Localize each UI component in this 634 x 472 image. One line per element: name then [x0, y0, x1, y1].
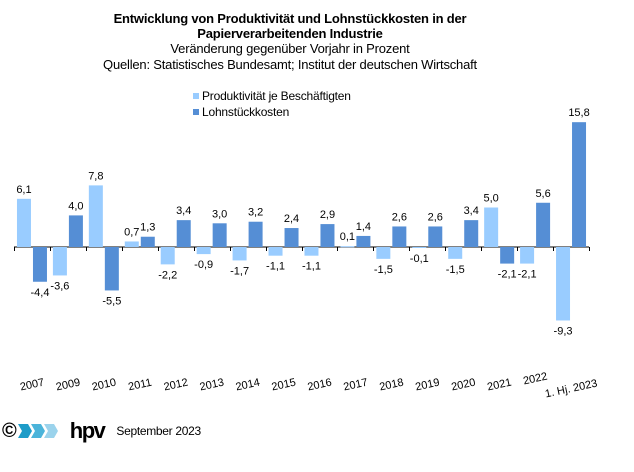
legend-swatch-unit-labour-costs — [193, 109, 199, 115]
bar-unit-labour-costs — [428, 226, 443, 247]
bar-productivity — [556, 247, 571, 321]
data-label-unit-labour-costs: 2,9 — [320, 209, 335, 221]
bar-unit-labour-costs — [176, 220, 191, 247]
bar-unit-labour-costs — [212, 223, 227, 247]
data-label-unit-labour-costs: -5,5 — [102, 295, 121, 307]
legend: Produktivität je Beschäftigten Lohnstück… — [193, 88, 351, 120]
data-label-productivity: -1,5 — [446, 264, 465, 276]
bar-unit-labour-costs — [284, 228, 299, 247]
data-label-productivity: 5,0 — [484, 193, 499, 205]
bar-productivity — [232, 247, 247, 261]
data-label-productivity: -0,9 — [194, 259, 213, 271]
x-tick-label: 2015 — [271, 377, 297, 394]
x-tick-label: 2016 — [306, 377, 332, 394]
legend-label-productivity: Produktivität je Beschäftigten — [202, 89, 351, 103]
chart-title-line2: Papierverarbeitenden Industrie — [197, 26, 383, 41]
bar-unit-labour-costs — [572, 122, 587, 247]
data-label-productivity: -1,5 — [374, 264, 393, 276]
data-label-productivity: -2,2 — [158, 269, 177, 281]
bar-unit-labour-costs — [320, 224, 335, 247]
legend-item-productivity: Produktivität je Beschäftigten — [193, 88, 351, 104]
data-label-productivity: 7,8 — [88, 170, 103, 182]
legend-item-unit-labour-costs: Lohnstückkosten — [193, 104, 351, 120]
bar-unit-labour-costs — [68, 215, 83, 247]
x-tick-label: 1. Hj. 2023 — [544, 378, 599, 401]
data-label-productivity: 0,1 — [340, 231, 355, 243]
bar-unit-labour-costs — [392, 226, 407, 247]
x-tick-label: 2012 — [163, 377, 189, 394]
data-label-productivity: -1,1 — [302, 261, 321, 273]
data-label-productivity: -0,1 — [410, 253, 429, 265]
data-label-productivity: -1,1 — [266, 261, 285, 273]
bar-unit-labour-costs — [500, 247, 515, 264]
data-label-unit-labour-costs: 15,8 — [568, 107, 589, 119]
data-label-unit-labour-costs: -4,4 — [30, 287, 49, 299]
bar-unit-labour-costs — [104, 247, 119, 291]
x-tick-label: 2022 — [522, 371, 548, 388]
x-tick-label: 2018 — [378, 377, 404, 394]
bar-productivity — [16, 198, 31, 247]
bar-productivity — [160, 247, 175, 265]
data-label-productivity: 0,7 — [124, 226, 139, 238]
bar-productivity — [124, 241, 139, 247]
bar-unit-labour-costs — [356, 235, 371, 247]
x-tick-label: 2014 — [235, 377, 261, 394]
legend-swatch-productivity — [193, 93, 199, 99]
bar-productivity — [88, 185, 103, 247]
bar-productivity — [268, 247, 283, 256]
bar-productivity — [484, 207, 499, 247]
data-label-unit-labour-costs: 3,0 — [212, 208, 227, 220]
hpv-chevrons-logo-icon — [17, 424, 58, 438]
footer-date: September 2023 — [116, 424, 201, 438]
bar-productivity — [520, 247, 535, 264]
data-label-unit-labour-costs: 2,6 — [392, 211, 407, 223]
x-tick-label: 2021 — [486, 377, 512, 394]
x-tick-label: 2020 — [450, 377, 476, 394]
x-tick-label: 2007 — [19, 377, 45, 394]
data-label-productivity: 6,1 — [16, 184, 31, 196]
data-label-unit-labour-costs: 4,0 — [68, 200, 83, 212]
data-label-unit-labour-costs: 1,3 — [140, 222, 155, 234]
data-label-unit-labour-costs: 3,2 — [248, 207, 263, 219]
data-label-unit-labour-costs: 2,4 — [284, 213, 299, 225]
x-tick-label: 2011 — [127, 377, 153, 394]
data-label-unit-labour-costs: 1,4 — [356, 221, 371, 233]
bar-unit-labour-costs — [536, 202, 551, 247]
data-label-unit-labour-costs: 3,4 — [176, 205, 191, 217]
footer: © hpv September 2023 — [2, 418, 201, 443]
data-label-unit-labour-costs: 5,6 — [535, 188, 550, 200]
bar-productivity — [340, 246, 355, 248]
data-label-unit-labour-costs: 3,4 — [464, 205, 479, 217]
chart-sources: Quellen: Statistisches Bundesamt; Instit… — [103, 57, 477, 72]
legend-label-unit-labour-costs: Lohnstückkosten — [202, 105, 290, 119]
x-tick-label: 2009 — [55, 377, 81, 394]
x-tick-label: 2013 — [199, 377, 225, 394]
x-tick-label: 2010 — [91, 377, 117, 394]
bar-productivity — [304, 247, 319, 256]
chart-title-line1: Entwicklung von Produktivität und Lohnst… — [113, 11, 467, 26]
bar-unit-labour-costs — [464, 220, 479, 247]
hpv-logo: hpv — [69, 418, 106, 443]
data-label-productivity: -9,3 — [554, 325, 573, 337]
x-tick-label: 2019 — [414, 377, 440, 394]
bar-productivity — [448, 247, 463, 259]
bar-unit-labour-costs — [32, 247, 47, 282]
bar-productivity — [196, 247, 211, 255]
data-label-unit-labour-costs: -2,1 — [498, 269, 517, 281]
bar-unit-labour-costs — [140, 236, 155, 247]
bar-productivity — [412, 247, 427, 248]
bar-unit-labour-costs — [248, 221, 263, 247]
chart-subtitle: Veränderung gegenüber Vorjahr in Prozent — [170, 41, 410, 56]
data-label-productivity: -1,7 — [230, 265, 249, 277]
bar-productivity — [376, 247, 391, 259]
copyright-icon: © — [2, 420, 17, 442]
data-label-productivity: -3,6 — [50, 280, 69, 292]
data-label-unit-labour-costs: 2,6 — [428, 211, 443, 223]
x-tick-label: 2017 — [342, 377, 368, 394]
data-label-productivity: -2,1 — [518, 269, 537, 281]
bar-productivity — [52, 247, 67, 276]
